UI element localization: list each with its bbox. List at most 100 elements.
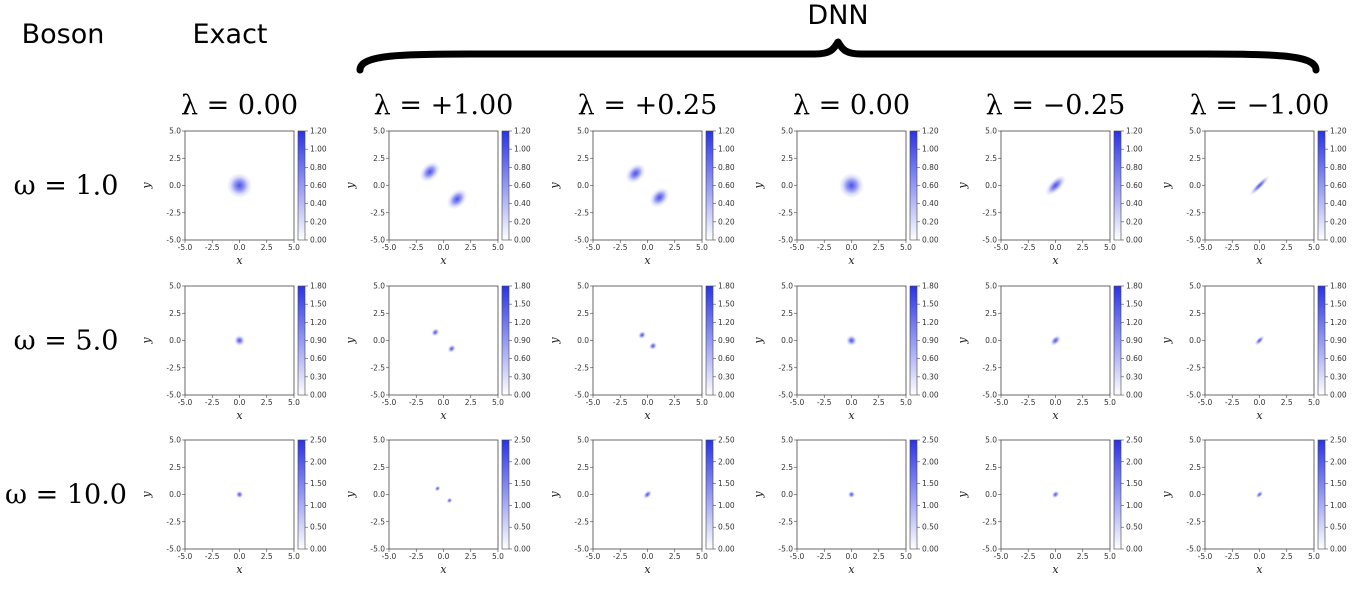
y-tick-label: -5.0 bbox=[370, 236, 385, 245]
colorbar-tick-label: 0.60 bbox=[514, 181, 531, 190]
colorbar-tick-label: 1.20 bbox=[514, 318, 531, 327]
colorbar bbox=[1317, 130, 1326, 241]
colorbar-tick-label: 0.00 bbox=[922, 545, 939, 554]
colorbar-tick-label: 2.00 bbox=[310, 457, 327, 466]
y-tick-label: 2.5 bbox=[985, 154, 997, 163]
colorbar-tick-label: 0.30 bbox=[718, 372, 735, 381]
y-tick-label: 2.5 bbox=[169, 154, 181, 163]
y-tick-label: 0.0 bbox=[577, 490, 589, 499]
colorbar-tick-label: 0.60 bbox=[310, 354, 327, 363]
colorbar-tick-label: 0.60 bbox=[514, 354, 531, 363]
colorbar-tick-label: 0.90 bbox=[1330, 336, 1347, 345]
x-tick-label: 0.0 bbox=[846, 398, 858, 407]
x-tick-label: 5.0 bbox=[492, 243, 504, 252]
x-tick-label: -2.5 bbox=[205, 398, 220, 407]
colorbar-tick-label: 0.60 bbox=[1126, 354, 1143, 363]
colorbar-tick-label: 0.40 bbox=[1126, 199, 1143, 208]
x-tick-label: -2.5 bbox=[1225, 398, 1240, 407]
y-tick-label: 5.0 bbox=[781, 282, 793, 291]
density-blob-0 bbox=[1249, 175, 1270, 196]
x-tick-label: -2.5 bbox=[1021, 243, 1036, 252]
x-tick-label: 5.0 bbox=[288, 552, 300, 561]
density-blob-0 bbox=[847, 490, 856, 499]
colorbar-tick-label: 1.80 bbox=[514, 282, 531, 291]
y-tick-label: 2.5 bbox=[577, 154, 589, 163]
x-tick-label: -5.0 bbox=[382, 243, 397, 252]
density-image bbox=[638, 331, 657, 350]
y-tick-label: -5.0 bbox=[166, 236, 181, 245]
x-tick-label: 5.0 bbox=[900, 243, 912, 252]
x-tick-label: 5.0 bbox=[1308, 398, 1320, 407]
panel-r0-c5: -5.0-5.0 -2.5 -2.5 0.0 0.0 2.5 2.5 5.0 5.0 x y 0.00… bbox=[1160, 127, 1347, 268]
density-image bbox=[1050, 335, 1061, 346]
colorbar-tick-label: 1.00 bbox=[310, 501, 327, 510]
colorbar bbox=[1113, 439, 1122, 550]
y-axis-label: y bbox=[1160, 182, 1173, 190]
colorbar-tick-label: 2.50 bbox=[1330, 436, 1347, 445]
x-tick-label: 2.5 bbox=[669, 398, 681, 407]
density-image bbox=[838, 172, 865, 199]
y-axis-label: y bbox=[752, 337, 765, 345]
y-axis-label: y bbox=[140, 491, 153, 499]
density-image bbox=[1051, 490, 1060, 499]
colorbar-tick-label: 1.00 bbox=[922, 145, 939, 154]
x-tick-label: 5.0 bbox=[492, 398, 504, 407]
y-tick-label: 5.0 bbox=[985, 436, 997, 445]
colorbar-tick-label: 1.50 bbox=[310, 479, 327, 488]
colorbar-tick-label: 0.40 bbox=[922, 199, 939, 208]
density-image bbox=[1045, 175, 1066, 196]
colorbar-tick-label: 0.80 bbox=[1330, 163, 1347, 172]
x-tick-label: 2.5 bbox=[873, 552, 885, 561]
x-tick-label: 2.5 bbox=[465, 398, 477, 407]
x-tick-label: 0.0 bbox=[1254, 243, 1266, 252]
x-tick-label: 0.0 bbox=[642, 398, 654, 407]
y-tick-label: -5.0 bbox=[574, 545, 589, 554]
colorbar-tick-label: 1.20 bbox=[310, 127, 327, 136]
colorbar-tick-label: 1.20 bbox=[922, 127, 939, 136]
y-axis-label: y bbox=[548, 182, 561, 190]
x-axis-label: x bbox=[236, 409, 243, 422]
y-tick-label: -2.5 bbox=[574, 517, 589, 526]
y-tick-label: -5.0 bbox=[778, 391, 793, 400]
colorbar bbox=[297, 439, 306, 550]
y-tick-label: 2.5 bbox=[781, 463, 793, 472]
colorbar-tick-label: 0.60 bbox=[718, 354, 735, 363]
y-tick-label: 5.0 bbox=[985, 282, 997, 291]
x-tick-label: 2.5 bbox=[465, 552, 477, 561]
colorbar-tick-label: 1.80 bbox=[1126, 282, 1143, 291]
y-tick-label: 0.0 bbox=[985, 181, 997, 190]
colorbar-tick-label: 0.00 bbox=[514, 236, 531, 245]
colorbar bbox=[297, 285, 306, 396]
density-blob-0 bbox=[1050, 335, 1061, 346]
y-tick-label: 2.5 bbox=[577, 463, 589, 472]
y-tick-label: 0.0 bbox=[985, 490, 997, 499]
colorbar-tick-label: 0.90 bbox=[514, 336, 531, 345]
colorbar-tick-label: 1.20 bbox=[922, 318, 939, 327]
y-tick-label: -2.5 bbox=[778, 363, 793, 372]
y-tick-label: 2.5 bbox=[373, 154, 385, 163]
colorbar-tick-label: 0.00 bbox=[1126, 236, 1143, 245]
x-tick-label: 0.0 bbox=[234, 552, 246, 561]
x-axis-label: x bbox=[1052, 254, 1059, 267]
y-tick-label: -5.0 bbox=[1186, 391, 1201, 400]
y-tick-label: 5.0 bbox=[1189, 127, 1201, 136]
colorbar-tick-label: 0.20 bbox=[514, 217, 531, 226]
y-tick-label: 5.0 bbox=[373, 127, 385, 136]
x-tick-label: 0.0 bbox=[1254, 552, 1266, 561]
x-tick-label: 2.5 bbox=[261, 243, 273, 252]
y-axis-label: y bbox=[344, 337, 357, 345]
colorbar-tick-label: 1.50 bbox=[718, 479, 735, 488]
colorbar-tick-label: 1.00 bbox=[718, 145, 735, 154]
colorbar-tick-label: 1.20 bbox=[310, 318, 327, 327]
density-image bbox=[234, 335, 245, 346]
colorbar-tick-label: 1.80 bbox=[922, 282, 939, 291]
y-tick-label: -2.5 bbox=[1186, 363, 1201, 372]
colorbar bbox=[501, 285, 510, 396]
density-blob-1 bbox=[446, 497, 453, 504]
colorbar-tick-label: 1.20 bbox=[1126, 127, 1143, 136]
x-tick-label: -5.0 bbox=[994, 552, 1009, 561]
density-blob-0 bbox=[625, 163, 646, 184]
colorbar-tick-label: 0.50 bbox=[1330, 523, 1347, 532]
x-tick-label: 5.0 bbox=[1104, 243, 1116, 252]
colorbar-tick-label: 0.60 bbox=[1126, 181, 1143, 190]
